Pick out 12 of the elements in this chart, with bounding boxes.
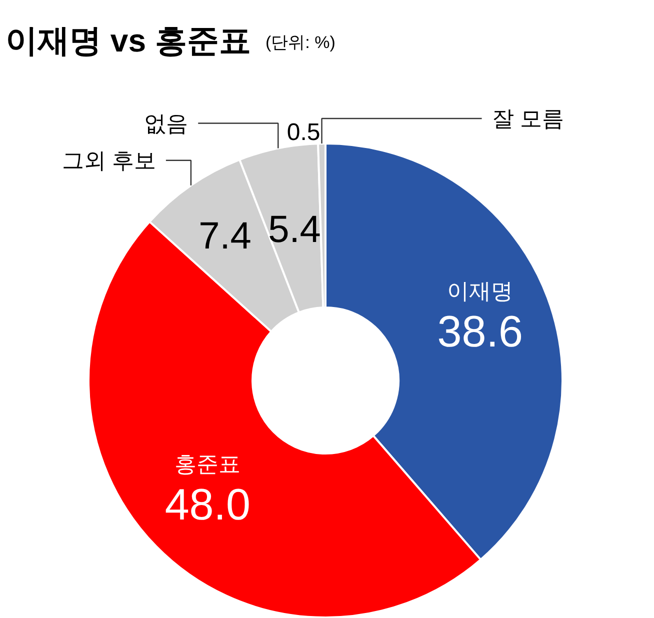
data-label: 5.4 <box>268 209 321 252</box>
slice-label: 없음 <box>144 110 188 136</box>
data-label: 7.4 <box>198 215 252 258</box>
data-label: 0.5 <box>286 119 320 146</box>
chart-subtitle: (단위: %) <box>266 33 336 52</box>
slice-label: 홍준표 <box>174 451 241 476</box>
slice-label: 그외 후보 <box>62 148 156 173</box>
data-label: 38.6 <box>437 307 523 356</box>
chart-title: 이재명 vs 홍준표 <box>6 22 251 58</box>
data-label: 48.0 <box>164 480 250 530</box>
slice-label: 이재명 <box>447 278 514 304</box>
slice-label: 잘 모름 <box>492 106 564 132</box>
